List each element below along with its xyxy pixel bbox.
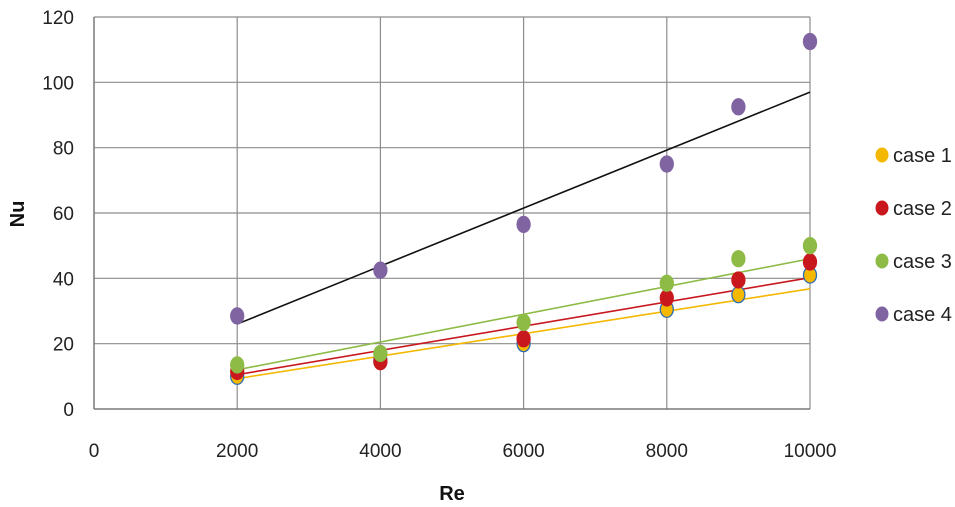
x-tick-label: 10000 bbox=[784, 441, 837, 462]
data-point-case-4 bbox=[659, 155, 674, 173]
y-tick-label: 40 bbox=[53, 269, 74, 290]
y-axis-title: Nu bbox=[7, 201, 29, 228]
legend-marker-case-4 bbox=[875, 306, 889, 322]
axes bbox=[93, 17, 810, 410]
data-point-case-3 bbox=[230, 356, 245, 374]
data-point-case-4 bbox=[230, 307, 245, 325]
x-tick-label: 2000 bbox=[216, 441, 258, 462]
x-tick-label: 4000 bbox=[359, 441, 401, 462]
legend-marker-case-1 bbox=[875, 147, 889, 163]
data-point-case-3 bbox=[516, 313, 531, 332]
legend-marker-case-2 bbox=[875, 200, 889, 216]
y-tick-label: 20 bbox=[53, 335, 74, 356]
tick-labels: 0 20 40 60 80 100 120 0 2000 4000 6000 8000 10000 bbox=[42, 8, 836, 462]
data-point-case-2 bbox=[802, 253, 818, 271]
gridlines bbox=[94, 16, 811, 409]
trendline-case-4 bbox=[236, 91, 811, 325]
legend-label-case-1: case 1 bbox=[893, 145, 952, 167]
x-tick-label: 6000 bbox=[502, 441, 544, 462]
legend-label-case-2: case 2 bbox=[893, 198, 952, 220]
x-tick-label: 8000 bbox=[646, 441, 688, 462]
x-tick-label: 0 bbox=[89, 441, 100, 462]
legend-label-case-4: case 4 bbox=[893, 304, 952, 326]
data-point-case-2 bbox=[516, 330, 531, 348]
data-point-case-3 bbox=[731, 250, 746, 268]
data-point-case-2 bbox=[659, 289, 674, 307]
data-point-case-4 bbox=[516, 215, 531, 234]
y-tick-label: 60 bbox=[53, 204, 74, 225]
data-point-case-1 bbox=[731, 286, 746, 304]
y-tick-label: 0 bbox=[63, 400, 74, 421]
y-tick-label: 100 bbox=[42, 73, 74, 94]
data-points bbox=[230, 32, 818, 385]
data-point-case-3 bbox=[373, 344, 388, 363]
data-point-case-2 bbox=[731, 271, 746, 289]
x-axis-title: Re bbox=[439, 483, 465, 505]
data-point-case-3 bbox=[659, 274, 674, 292]
y-tick-label: 120 bbox=[42, 8, 74, 29]
y-tick-label: 80 bbox=[53, 139, 74, 160]
legend: case 1 case 2 case 3 case 4 bbox=[875, 145, 952, 326]
data-point-case-3 bbox=[802, 237, 818, 255]
data-point-case-4 bbox=[802, 32, 818, 51]
legend-marker-case-3 bbox=[875, 253, 889, 269]
data-point-case-4 bbox=[731, 98, 746, 116]
legend-label-case-3: case 3 bbox=[893, 251, 952, 273]
data-point-case-4 bbox=[373, 261, 388, 279]
